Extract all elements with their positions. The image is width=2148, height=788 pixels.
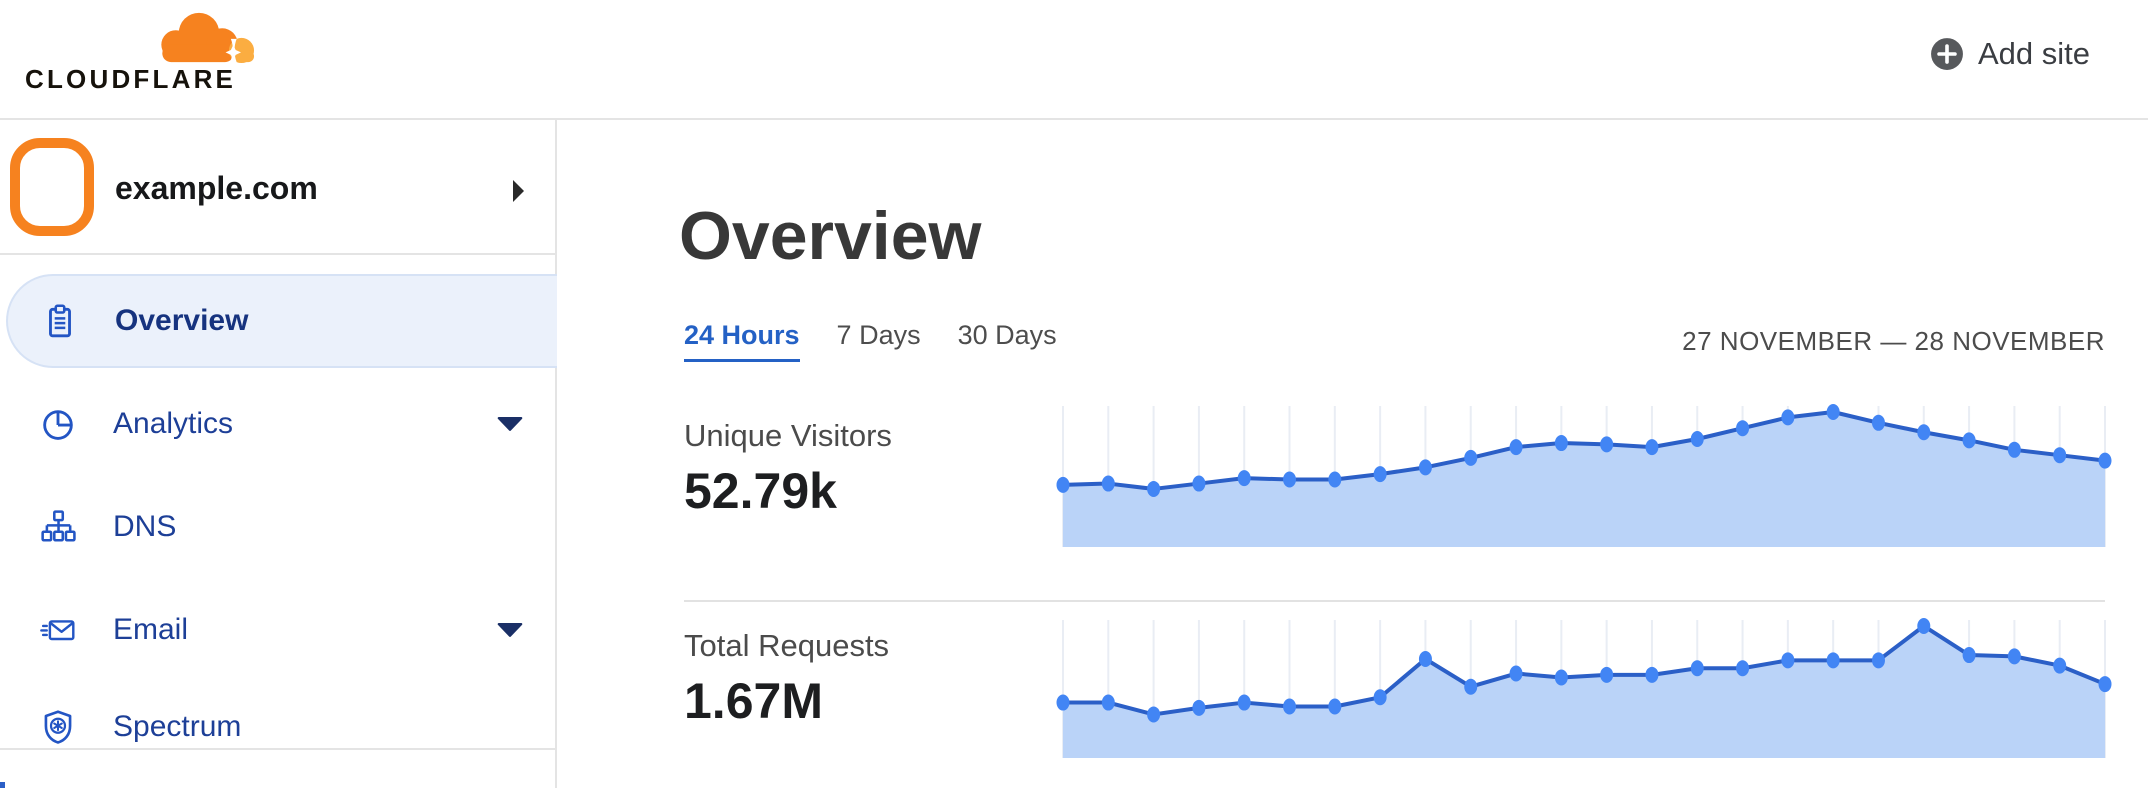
envelope-icon	[40, 612, 76, 648]
sidebar: example.com Overview	[0, 120, 557, 788]
pie-chart-icon	[40, 406, 76, 442]
sidebar-item-dns[interactable]: DNS	[0, 480, 557, 574]
sidebar-item-label: Spectrum	[113, 710, 242, 743]
metric-label-unique-visitors: Unique Visitors	[684, 418, 892, 453]
metric-value-unique-visitors: 52.79k	[684, 463, 837, 519]
chevron-down-icon[interactable]	[497, 417, 523, 432]
brand-wordmark: CLOUDFLARE	[25, 64, 237, 94]
metric-label-total-requests: Total Requests	[684, 628, 890, 663]
unique-visitors-chart[interactable]	[1056, 404, 2112, 547]
sidebar-item-analytics[interactable]: Analytics	[0, 377, 557, 471]
total-requests-chart[interactable]	[1056, 618, 2112, 758]
sidebar-divider	[0, 253, 557, 255]
tab-30-days[interactable]: 30 Days	[957, 320, 1057, 350]
sidebar-item-label: Overview	[115, 304, 249, 337]
sidebar-item-label: Email	[113, 613, 189, 646]
sidebar-item-email[interactable]: Email	[0, 583, 557, 677]
chevron-down-icon[interactable]	[497, 623, 523, 638]
sidebar-item-label: DNS	[113, 510, 177, 543]
date-range-label: 27 NOVEMBER — 28 NOVEMBER	[1682, 326, 2105, 356]
add-site-button[interactable]: Add site	[1930, 36, 2090, 72]
add-site-label: Add site	[1977, 36, 2090, 71]
tab-24-hours[interactable]: 24 Hours	[684, 320, 800, 362]
tab-7-days[interactable]: 7 Days	[836, 320, 921, 350]
top-header: CLOUDFLARE Add site	[0, 0, 2148, 120]
chevron-right-icon[interactable]	[511, 178, 526, 204]
sidebar-item-spectrum[interactable]: Spectrum	[0, 680, 557, 774]
site-name[interactable]: example.com	[115, 170, 318, 206]
shield-icon	[40, 709, 76, 745]
page-title: Overview	[679, 198, 982, 274]
sidebar-item-overview[interactable]: Overview	[6, 274, 557, 368]
plus-icon	[1931, 38, 1963, 70]
sitemap-icon	[40, 509, 76, 545]
metric-value-total-requests: 1.67M	[684, 673, 823, 729]
cloudflare-cloud-icon	[161, 12, 255, 64]
sidebar-divider	[0, 748, 557, 750]
partial-element-bottom-left	[0, 782, 5, 788]
time-range-tabs: 24 Hours 7 Days 30 Days	[684, 320, 1057, 362]
sidebar-item-label: Analytics	[113, 407, 234, 440]
section-divider	[684, 600, 2105, 602]
clipboard-icon	[42, 303, 78, 339]
back-button-highlight-annotation	[10, 138, 94, 236]
cloudflare-logo[interactable]: CLOUDFLARE	[25, 6, 258, 94]
